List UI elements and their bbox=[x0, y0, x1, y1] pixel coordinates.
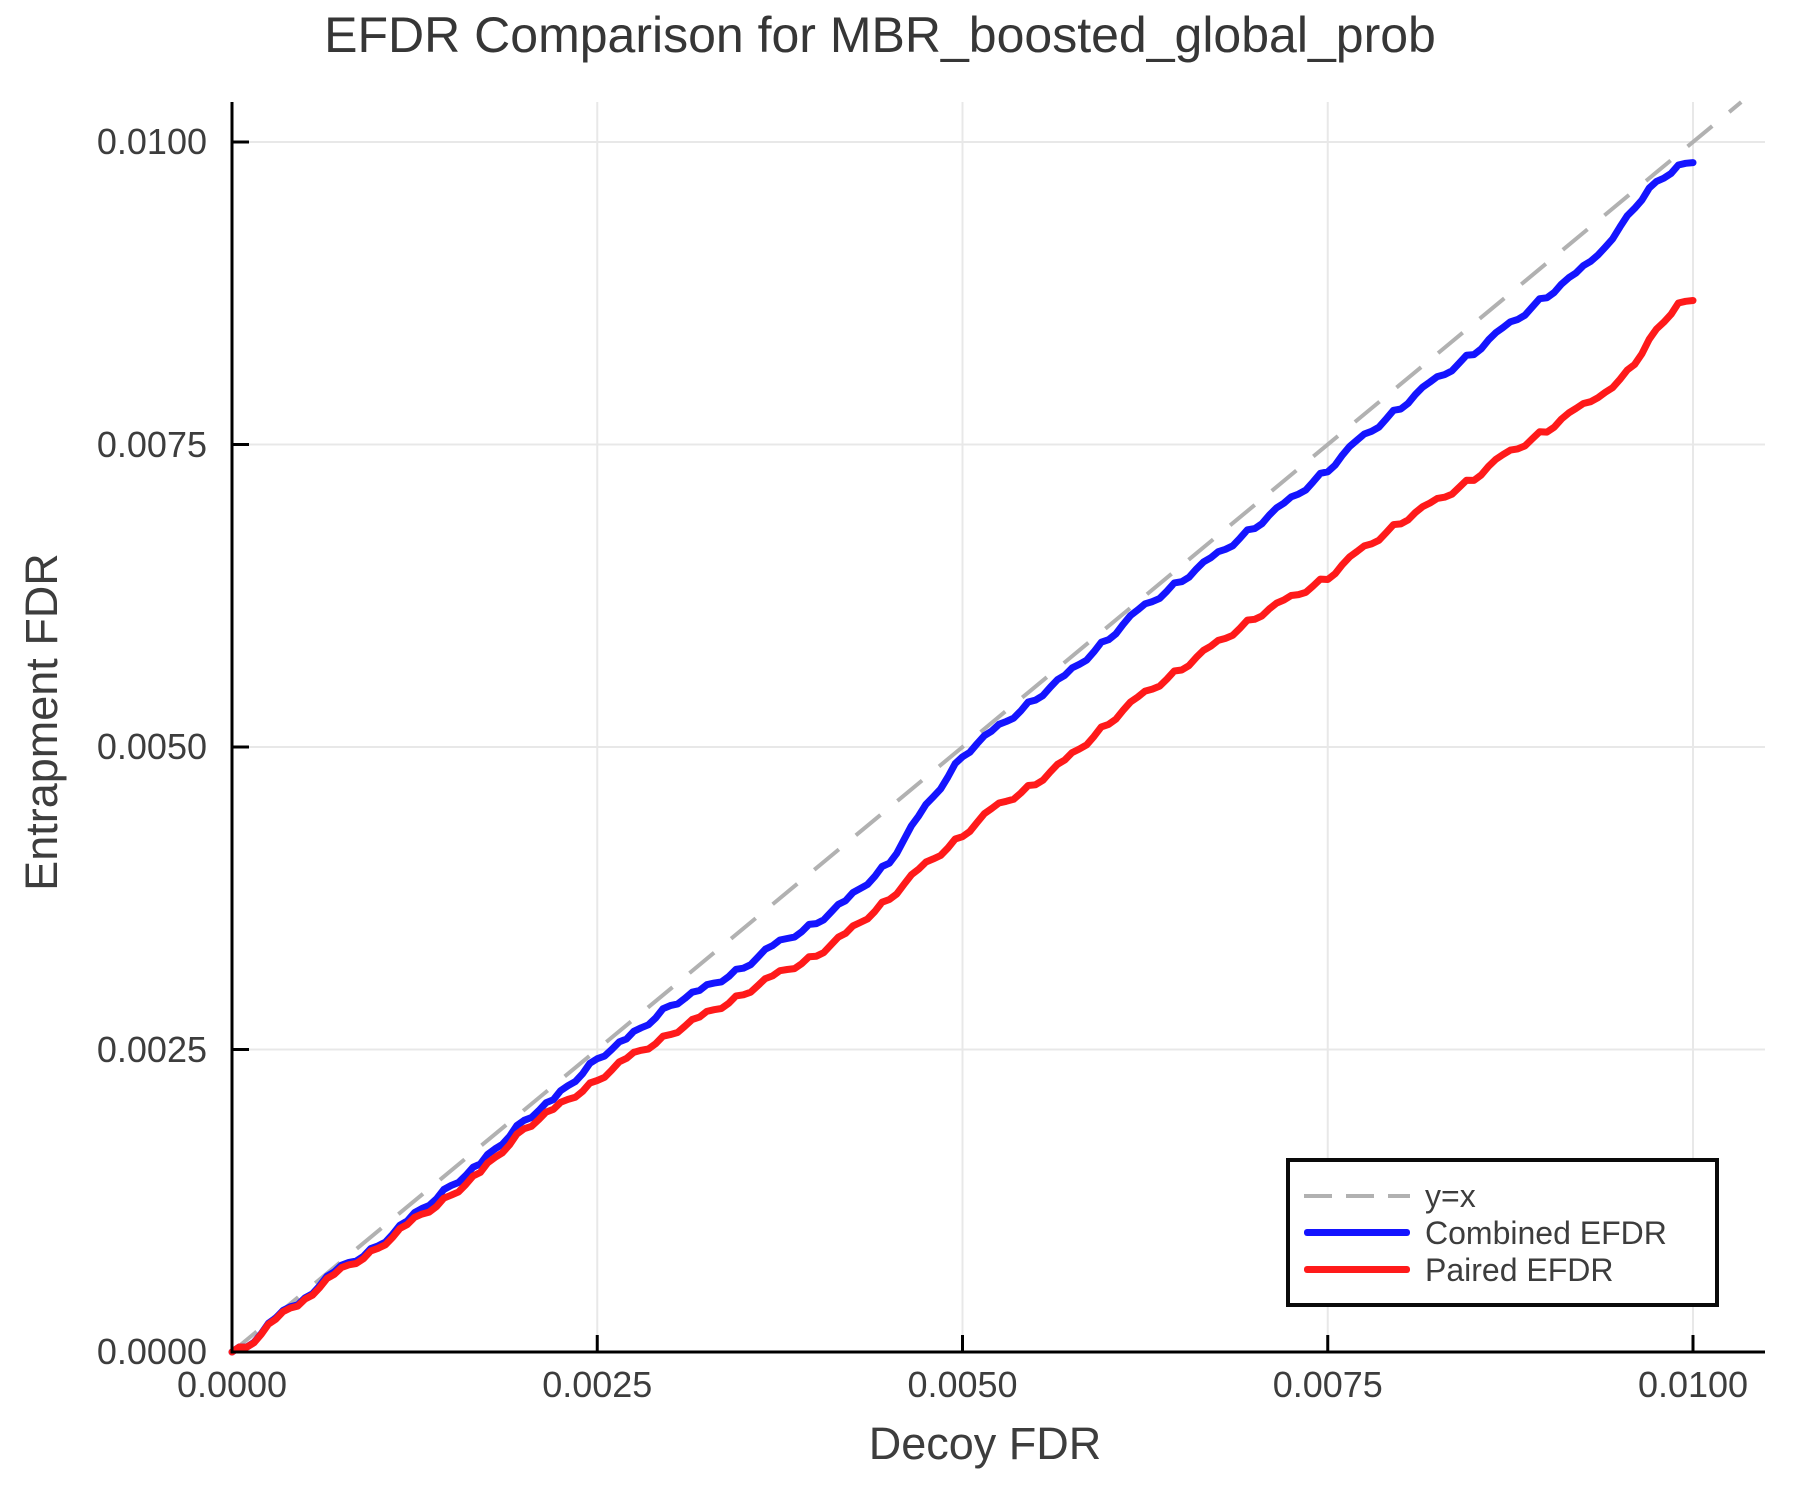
legend-label: Combined EFDR bbox=[1425, 1214, 1667, 1251]
chart-title: EFDR Comparison for MBR_boosted_global_p… bbox=[324, 7, 1436, 63]
x-axis-label: Decoy FDR bbox=[868, 1418, 1102, 1469]
x-tick-label: 0.0075 bbox=[1272, 1364, 1383, 1405]
y-tick-label: 0.0100 bbox=[96, 121, 207, 162]
x-tick-label: 0.0025 bbox=[542, 1364, 653, 1405]
legend-line-dashed-icon bbox=[1304, 1193, 1410, 1198]
legend-row-yx: y=x bbox=[1290, 1177, 1715, 1214]
x-tick-label: 0.0000 bbox=[176, 1364, 288, 1405]
x-tick-label: 0.0050 bbox=[907, 1364, 1018, 1405]
y-tick-label: 0.0050 bbox=[96, 726, 207, 767]
y-tick-label: 0.0000 bbox=[96, 1331, 207, 1372]
y-axis-label: Entrapment FDR bbox=[16, 553, 67, 891]
legend: y=x Combined EFDR Paired EFDR bbox=[1286, 1158, 1719, 1307]
legend-line-blue-icon bbox=[1304, 1229, 1410, 1236]
y-tick-label: 0.0075 bbox=[96, 423, 207, 465]
x-tick-label: 0.0100 bbox=[1637, 1364, 1749, 1405]
legend-line-red-icon bbox=[1304, 1266, 1410, 1273]
identity-line bbox=[230, 100, 1743, 1354]
legend-row-paired-efdr: Paired EFDR bbox=[1290, 1251, 1715, 1288]
legend-label: Paired EFDR bbox=[1425, 1251, 1614, 1288]
paired-efdr-curve bbox=[228, 297, 1697, 1356]
legend-label: y=x bbox=[1425, 1177, 1476, 1214]
legend-row-combined-efdr: Combined EFDR bbox=[1290, 1214, 1715, 1251]
y-tick-label: 0.0025 bbox=[96, 1028, 207, 1070]
combined-efdr-curve bbox=[228, 159, 1697, 1356]
